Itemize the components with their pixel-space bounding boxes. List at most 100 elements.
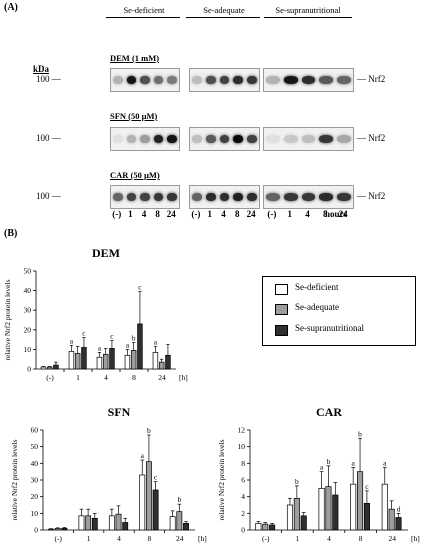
y-tick-label: 12 [238,426,246,435]
protein-label: — Nrf2 [357,191,386,201]
x-tick-label: 1 [76,373,80,382]
blot-band [126,76,137,84]
significance-label: b [132,334,136,343]
legend-label-se-deficient: Se-deficient [295,282,339,292]
significance-label: c [365,482,369,491]
legend-swatch-se-deficient [275,284,288,295]
blot-band [247,76,257,84]
legend-swatch-se-supranutritional [275,325,288,336]
y-tick-label: 20 [24,325,32,334]
bar [78,515,85,531]
bar [68,351,75,370]
bar [54,527,61,531]
blot-band [337,76,351,84]
x-tick-label: (-) [46,373,54,382]
blot-image [110,68,180,92]
significance-label: b [327,457,331,466]
x-tick-label: 4 [327,534,331,543]
lane-label: 24 [166,209,176,219]
significance-label: a [126,340,130,349]
x-tick-label: 1 [87,534,91,543]
bar [108,515,115,531]
significance-label: a [352,459,356,468]
bar [350,483,357,531]
kda-marker-label: 100 — [36,133,61,143]
y-axis-label: relative Nrf2 protein levels [10,439,19,520]
blot-band [192,193,202,201]
bar [388,508,395,531]
blot-band [113,135,123,143]
bar [255,522,262,531]
y-axis-label: relative Nrf2 protein levels [3,279,12,360]
lane-label: 1 [207,209,212,219]
significance-label: a [70,336,74,345]
x-tick-label: 8 [148,534,152,543]
chart-title: SFN [108,405,131,419]
significance-label: c [154,473,158,482]
group-divider-line [106,17,180,18]
y-tick-label: 2 [241,509,245,518]
blot-band [205,135,216,143]
y-tick-label: 30 [24,306,32,315]
significance-label: a [383,459,387,468]
blot-band [140,76,150,84]
blot-band [113,193,123,201]
bar [300,515,307,531]
bar [152,351,159,370]
y-tick-label: 0 [34,526,38,535]
legend: Se-deficient Se-adequate Se-supranutriti… [262,276,416,346]
bar [395,517,402,531]
x-tick-label: 4 [104,373,108,382]
significance-label: d [397,504,401,513]
bar [102,353,109,370]
legend-label-se-supranutritional: Se-supranutritional [295,323,364,333]
bar [176,511,183,531]
y-tick-label: 6 [241,476,245,485]
blot-band [192,76,202,84]
blot-band [266,135,280,143]
blot-image [189,185,260,209]
bar [124,354,131,370]
blot-band [205,193,216,201]
bar [85,515,92,531]
blot-band [153,76,164,84]
kda-label: kDa [33,64,50,74]
protein-label: — Nrf2 [357,133,386,143]
bar [61,527,68,531]
blot-band [153,135,164,143]
lane-label: (-) [112,209,122,219]
blot-band [319,76,334,84]
blot-band [337,193,351,201]
significance-label: a [98,343,102,352]
blot-band [337,135,351,143]
blot-treatment-label: CAR (50 µM) [110,170,160,180]
lane-label: 24 [246,209,256,219]
significance-label: b [177,495,181,504]
bar [286,504,294,531]
bar [381,483,388,531]
blot-band [283,135,298,143]
bar [293,497,300,531]
bar [269,524,276,531]
blot-band [283,193,298,201]
x-tick-label: (-) [262,534,270,543]
bar [109,348,115,370]
bar [152,489,159,531]
lane-label: 4 [305,209,310,219]
blot-band [247,135,257,143]
bar [48,528,54,531]
blot-band [167,135,177,143]
y-axis-label: relative Nrf2 protein levels [217,439,226,520]
x-tick-label: 8 [132,373,136,382]
panel-a-label: (A) [4,2,18,13]
blot-image [263,68,354,92]
significance-label: c [82,329,86,338]
panel-b-label: (B) [4,228,18,239]
y-tick-label: 30 [31,476,39,485]
blot-band [167,76,177,84]
blot-image [263,127,354,151]
protein-label: — Nrf2 [357,74,386,84]
blot-band [219,135,230,143]
legend-label-se-adequate: Se-adequate [295,302,339,312]
group-label-se-adequate: Se-adequate [203,5,245,15]
